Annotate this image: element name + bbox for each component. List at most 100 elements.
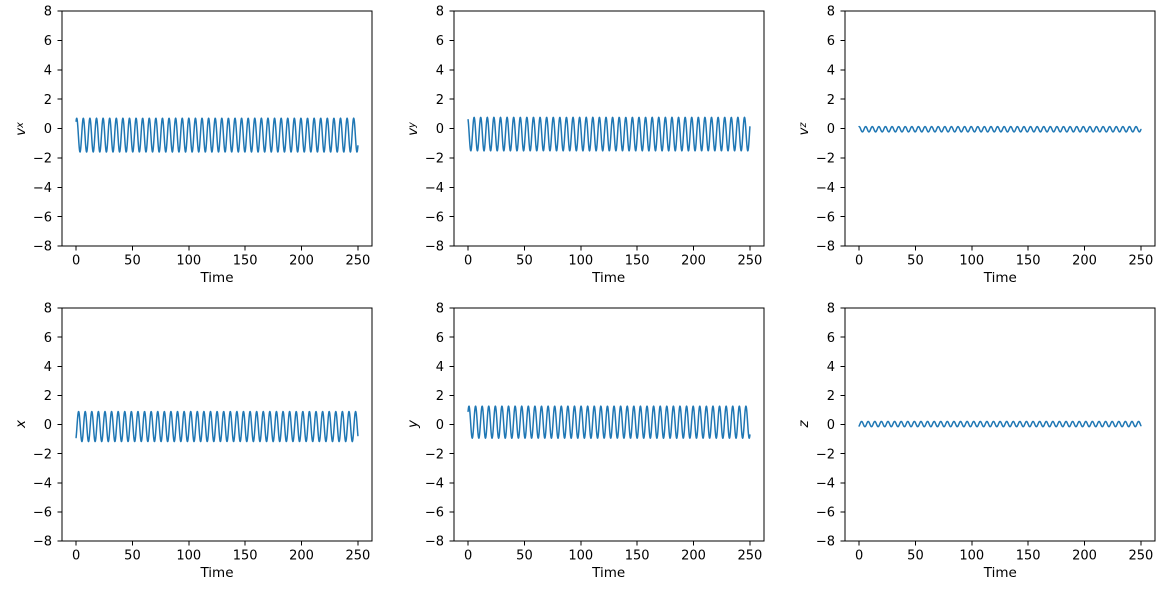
series-y-line bbox=[466, 404, 751, 439]
y-x-axis-label: Time bbox=[592, 564, 626, 581]
x-tick-label: 0 bbox=[464, 548, 472, 563]
x-tick-label: 50 bbox=[907, 548, 924, 563]
y-ylabel-base: y bbox=[404, 420, 421, 428]
y-tick-label: 6 bbox=[827, 330, 835, 345]
y-tick-label: 0 bbox=[827, 418, 835, 433]
x-tick-label: 250 bbox=[345, 254, 370, 269]
series-z-line bbox=[858, 420, 1142, 427]
series-vz-line bbox=[858, 125, 1142, 133]
y-tick-label: 4 bbox=[827, 359, 835, 374]
y-tick-label: 0 bbox=[435, 418, 443, 433]
x-tick-label: 100 bbox=[960, 548, 985, 563]
y-tick-label: −4 bbox=[33, 181, 52, 196]
z-ylabel-base: z bbox=[796, 420, 813, 428]
subplot-y: 0 50 100 150 200 250 −8 −6 −4 −2 0 2 4 6 8 y Time bbox=[392, 298, 784, 595]
y-tick-label: −6 bbox=[33, 505, 52, 520]
x-tick-label: 0 bbox=[464, 254, 472, 269]
y-tick-label: 0 bbox=[435, 122, 443, 137]
vz-x-axis-label: Time bbox=[983, 270, 1017, 286]
vz-plot-canvas: 0 50 100 150 200 250 −8 −6 −4 −2 0 2 4 6 8 bbox=[816, 5, 1156, 269]
y-tick-label: 4 bbox=[44, 63, 52, 78]
y-plot-canvas: 0 50 100 150 200 250 −8 −6 −4 −2 0 2 4 6 8 bbox=[424, 301, 765, 563]
x-plot-canvas: 0 50 100 150 200 250 −8 −6 −4 −2 0 2 4 6 8 bbox=[33, 301, 373, 563]
x-tick-label: 250 bbox=[345, 548, 370, 563]
y-tick-label: −8 bbox=[816, 534, 835, 549]
x-tick-label: 200 bbox=[681, 254, 706, 269]
y-tick-label: 4 bbox=[44, 359, 52, 374]
vy-plot-canvas: 0 50 100 150 200 250 −8 −6 −4 −2 0 2 4 6 8 bbox=[424, 5, 765, 269]
y-tick-label: 8 bbox=[827, 301, 835, 316]
y-tick-label: 8 bbox=[435, 5, 443, 20]
x-tick-label: 50 bbox=[907, 254, 924, 269]
x-ylabel-base: x bbox=[13, 420, 29, 428]
subplot-z: 0 50 100 150 200 250 −8 −6 −4 −2 0 2 4 6 8 z Time bbox=[783, 298, 1175, 595]
y-tick-label: 4 bbox=[435, 63, 443, 78]
y-tick-label: −4 bbox=[424, 181, 443, 196]
x-tick-label: 50 bbox=[124, 548, 141, 563]
y-tick-label: −2 bbox=[424, 447, 443, 462]
subplot-x: 0 50 100 150 200 250 −8 −6 −4 −2 0 2 4 6 8 x Time bbox=[0, 298, 392, 595]
y-tick-label: 6 bbox=[44, 34, 52, 49]
x-tick-label: 150 bbox=[233, 548, 258, 563]
x-tick-label: 50 bbox=[124, 254, 141, 269]
x-tick-label: 100 bbox=[568, 548, 593, 563]
z-y-axis-label: z bbox=[794, 354, 814, 494]
z-plot-canvas: 0 50 100 150 200 250 −8 −6 −4 −2 0 2 4 6 8 bbox=[816, 301, 1156, 563]
x-tick-label: 0 bbox=[855, 254, 863, 269]
y-tick-label: −8 bbox=[33, 240, 52, 255]
x-y-axis-label: x bbox=[11, 354, 31, 494]
x-tick-label: 250 bbox=[737, 548, 762, 563]
vx-ylabel-base: v bbox=[13, 127, 29, 136]
y-tick-label: −6 bbox=[816, 505, 835, 520]
z-x-axis-label: Time bbox=[983, 564, 1017, 581]
y-tick-label: −8 bbox=[424, 534, 443, 549]
x-tick-label: 50 bbox=[516, 548, 533, 563]
x-tick-label: 200 bbox=[289, 254, 314, 269]
x-tick-label: 50 bbox=[516, 254, 533, 269]
y-tick-label: 0 bbox=[827, 122, 835, 137]
y-tick-label: −8 bbox=[424, 240, 443, 255]
y-tick-label: 2 bbox=[827, 93, 835, 108]
x-tick-label: 200 bbox=[1072, 548, 1097, 563]
y-y-axis-label: y bbox=[403, 354, 423, 494]
x-tick-label: 100 bbox=[960, 254, 985, 269]
y-tick-label: 8 bbox=[44, 5, 52, 20]
y-tick-label: −8 bbox=[816, 240, 835, 255]
y-tick-label: 0 bbox=[44, 122, 52, 137]
x-x-axis-label: Time bbox=[200, 564, 234, 581]
y-tick-label: −4 bbox=[424, 476, 443, 491]
series-vy-line bbox=[466, 116, 751, 152]
y-tick-label: 6 bbox=[435, 34, 443, 49]
x-axes-frame bbox=[61, 307, 373, 541]
x-tick-label: 250 bbox=[1129, 548, 1154, 563]
x-tick-label: 150 bbox=[233, 254, 258, 269]
vz-ylabel-base: v bbox=[796, 127, 813, 135]
y-tick-label: −2 bbox=[816, 152, 835, 167]
x-tick-label: 100 bbox=[568, 254, 593, 269]
y-tick-label: −2 bbox=[424, 152, 443, 167]
y-tick-label: 0 bbox=[44, 418, 52, 433]
x-tick-label: 150 bbox=[624, 254, 649, 269]
y-tick-label: 8 bbox=[44, 301, 52, 316]
y-tick-label: 8 bbox=[827, 5, 835, 20]
y-tick-label: −6 bbox=[424, 210, 443, 225]
y-tick-label: −8 bbox=[33, 534, 52, 549]
y-tick-label: 2 bbox=[827, 389, 835, 404]
y-tick-label: 6 bbox=[827, 34, 835, 49]
y-tick-label: 8 bbox=[435, 301, 443, 316]
x-tick-label: 250 bbox=[1129, 254, 1154, 269]
y-tick-label: −4 bbox=[33, 476, 52, 491]
x-tick-label: 0 bbox=[72, 254, 80, 269]
x-tick-label: 0 bbox=[72, 548, 80, 563]
x-tick-label: 250 bbox=[737, 254, 762, 269]
series-vx-line bbox=[75, 117, 359, 153]
y-tick-label: −4 bbox=[816, 181, 835, 196]
x-tick-label: 150 bbox=[1016, 548, 1041, 563]
y-tick-label: 4 bbox=[827, 63, 835, 78]
vy-x-axis-label: Time bbox=[592, 270, 626, 286]
vx-plot-canvas: 0 50 100 150 200 250 −8 −6 −4 −2 0 2 4 6 8 bbox=[33, 5, 373, 269]
